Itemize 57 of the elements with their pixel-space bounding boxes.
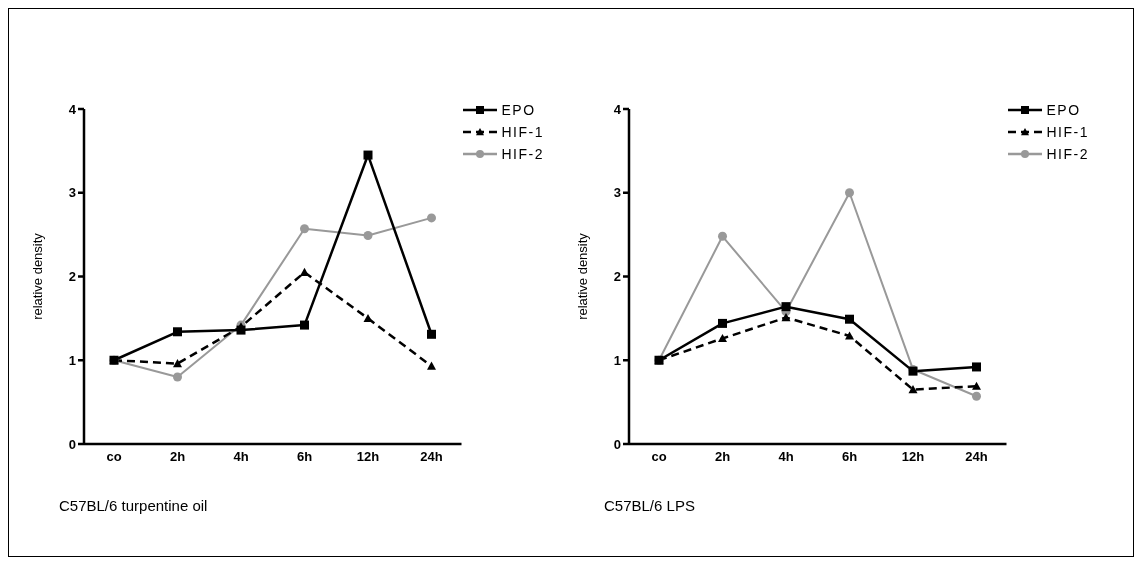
point: [300, 267, 309, 276]
y-tick-label: 1: [68, 352, 76, 368]
point: [972, 381, 981, 390]
point: [972, 391, 981, 401]
y-tick-label: 2: [68, 269, 76, 285]
legend-label: HIF-1: [1046, 124, 1089, 140]
x-tick-label: 24h: [965, 449, 988, 465]
x-tick-label: 24h: [420, 449, 443, 465]
y-tick-label: 1: [613, 352, 621, 368]
point: [173, 372, 182, 382]
x-tick-label: co: [651, 449, 667, 465]
y-tick-label: 3: [613, 185, 621, 201]
point: [300, 320, 309, 330]
point: [781, 302, 791, 312]
x-tick-label: 4h: [778, 449, 794, 465]
point: [845, 314, 854, 324]
point: [173, 359, 182, 368]
legend-label: HIF-2: [1046, 146, 1089, 162]
point: [427, 213, 436, 223]
y-axis-title: relative density: [29, 232, 45, 320]
point: [781, 313, 791, 322]
point: [972, 362, 981, 372]
point: [908, 385, 918, 394]
point: [718, 333, 727, 343]
y-axis-title: relative density: [574, 232, 590, 320]
point: [845, 188, 854, 198]
x-tick-label: 2h: [169, 449, 186, 465]
legend-label: HIF-1: [501, 124, 544, 140]
x-tick-label: co: [106, 449, 122, 465]
x-tick-label: 12h: [356, 449, 380, 465]
x-tick-label: 6h: [296, 449, 313, 465]
point: [363, 150, 373, 160]
y-tick-label: 0: [613, 436, 621, 452]
point: [173, 327, 182, 337]
y-tick-label: 4: [68, 101, 77, 117]
y-tick-label: 4: [613, 101, 622, 117]
point: [300, 224, 309, 234]
point: [427, 361, 436, 370]
x-tick-label: 12h: [901, 449, 925, 465]
y-tick-label: 2: [613, 269, 621, 285]
y-tick-label: 3: [68, 185, 76, 201]
y-tick-label: 0: [68, 436, 76, 452]
legend-label: HIF-2: [501, 146, 544, 162]
legend-label: EPO: [501, 102, 536, 118]
x-tick-label: 6h: [841, 449, 858, 465]
legend-label: EPO: [1046, 102, 1081, 118]
text: C57BL/6 LPS: [604, 497, 696, 514]
point: [363, 313, 373, 322]
point: [845, 331, 854, 340]
point: [718, 231, 727, 241]
point: [427, 329, 436, 339]
x-tick-label: 2h: [714, 449, 731, 465]
point: [718, 318, 727, 328]
point: [363, 230, 373, 240]
text: C57BL/6 turpentine oil: [59, 497, 209, 514]
point: [236, 325, 246, 335]
x-tick-label: 4h: [233, 449, 249, 465]
